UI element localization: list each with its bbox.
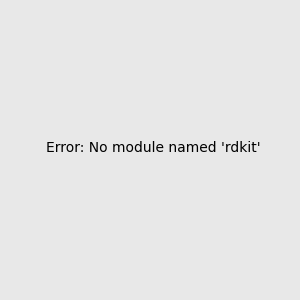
Text: Error: No module named 'rdkit': Error: No module named 'rdkit' xyxy=(46,140,261,154)
